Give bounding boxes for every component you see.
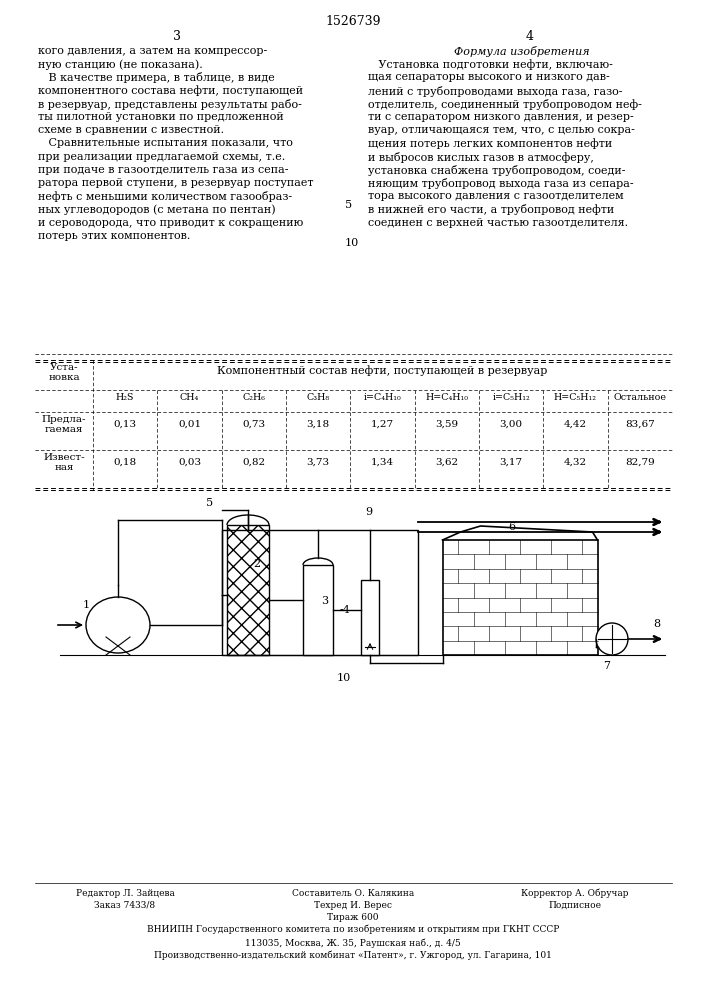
- Text: 0,01: 0,01: [178, 420, 201, 429]
- Text: Извест-
ная: Извест- ная: [43, 453, 85, 472]
- Text: 3: 3: [321, 596, 328, 606]
- Text: 9: 9: [365, 507, 372, 517]
- Text: Заказ 7433/8: Заказ 7433/8: [95, 901, 156, 910]
- Text: соединен с верхней частью газоотделителя.: соединен с верхней частью газоотделителя…: [368, 218, 628, 228]
- Text: C₃H₈: C₃H₈: [307, 393, 329, 402]
- Text: ти с сепаратором низкого давления, и резер-: ти с сепаратором низкого давления, и рез…: [368, 112, 633, 122]
- Text: Техред И. Верес: Техред И. Верес: [314, 901, 392, 910]
- Text: Предла-
гаемая: Предла- гаемая: [42, 415, 86, 434]
- Text: компонентного состава нефти, поступающей: компонентного состава нефти, поступающей: [38, 86, 303, 96]
- Text: щения потерь легких компонентов нефти: щения потерь легких компонентов нефти: [368, 138, 612, 149]
- Text: 3,73: 3,73: [307, 458, 329, 467]
- Text: 3,62: 3,62: [436, 458, 458, 467]
- Text: 0,82: 0,82: [243, 458, 265, 467]
- Text: и сероводорода, что приводит к сокращению: и сероводорода, что приводит к сокращени…: [38, 218, 303, 228]
- Text: установка снабжена трубопроводом, соеди-: установка снабжена трубопроводом, соеди-: [368, 165, 626, 176]
- Text: ных углеводородов (с метана по пентан): ных углеводородов (с метана по пентан): [38, 204, 276, 215]
- Text: в резервуар, представлены результаты рабо-: в резервуар, представлены результаты раб…: [38, 99, 302, 110]
- Text: 83,67: 83,67: [625, 420, 655, 429]
- Text: вуар, отличающаяся тем, что, с целью сокра-: вуар, отличающаяся тем, что, с целью сок…: [368, 125, 635, 135]
- Text: лений с трубопроводами выхода газа, газо-: лений с трубопроводами выхода газа, газо…: [368, 86, 622, 97]
- Text: Составитель О. Калякина: Составитель О. Калякина: [292, 889, 414, 898]
- Text: H=C₅H₁₂: H=C₅H₁₂: [554, 393, 597, 402]
- Text: 7: 7: [604, 661, 611, 671]
- Text: няющим трубопровод выхода газа из сепара-: няющим трубопровод выхода газа из сепара…: [368, 178, 633, 189]
- Text: 0,73: 0,73: [243, 420, 265, 429]
- Text: в нижней его части, а трубопровод нефти: в нижней его части, а трубопровод нефти: [368, 204, 614, 215]
- Text: ВНИИПН Государственного комитета по изобретениям и открытиям при ГКНТ СССР: ВНИИПН Государственного комитета по изоб…: [147, 925, 559, 934]
- Text: 6: 6: [508, 522, 515, 532]
- Text: 0,13: 0,13: [114, 420, 136, 429]
- Text: 3,59: 3,59: [436, 420, 458, 429]
- Text: Корректор А. Обручар: Корректор А. Обручар: [521, 889, 629, 898]
- Bar: [227, 525, 269, 655]
- Text: ратора первой ступени, в резервуар поступает: ратора первой ступени, в резервуар посту…: [38, 178, 313, 188]
- Text: ную станцию (не показана).: ную станцию (не показана).: [38, 59, 203, 70]
- Text: отделитель, соединенный трубопроводом неф-: отделитель, соединенный трубопроводом не…: [368, 99, 642, 110]
- Bar: [361, 580, 379, 655]
- Text: 3,17: 3,17: [500, 458, 522, 467]
- Text: CH₄: CH₄: [180, 393, 199, 402]
- Text: 1: 1: [83, 600, 90, 610]
- Text: Редактор Л. Зайцева: Редактор Л. Зайцева: [76, 889, 175, 898]
- Text: H=C₄H₁₀: H=C₄H₁₀: [426, 393, 468, 402]
- Bar: [443, 540, 597, 655]
- Text: 3,18: 3,18: [307, 420, 329, 429]
- Text: 0,03: 0,03: [178, 458, 201, 467]
- Text: ты пилотной установки по предложенной: ты пилотной установки по предложенной: [38, 112, 284, 122]
- Text: 10: 10: [337, 673, 351, 683]
- Bar: [222, 530, 418, 655]
- Text: схеме в сравнении с известной.: схеме в сравнении с известной.: [38, 125, 224, 135]
- Text: 5: 5: [206, 498, 213, 508]
- Text: 3,00: 3,00: [500, 420, 522, 429]
- Text: потерь этих компонентов.: потерь этих компонентов.: [38, 231, 190, 241]
- Bar: [303, 565, 333, 655]
- Text: при подаче в газоотделитель газа из сепа-: при подаче в газоотделитель газа из сепа…: [38, 165, 288, 175]
- Text: Тираж 600: Тираж 600: [327, 913, 379, 922]
- Text: 8: 8: [653, 619, 660, 629]
- Circle shape: [596, 623, 628, 655]
- Text: 4,32: 4,32: [564, 458, 587, 467]
- Text: Установка подготовки нефти, включаю-: Установка подготовки нефти, включаю-: [368, 59, 613, 70]
- Text: и выбросов кислых газов в атмосферу,: и выбросов кислых газов в атмосферу,: [368, 152, 594, 163]
- Text: H₂S: H₂S: [116, 393, 134, 402]
- Text: Компонентный состав нефти, поступающей в резервуар: Компонентный состав нефти, поступающей в…: [217, 365, 548, 376]
- Bar: [227, 525, 269, 655]
- Text: 2: 2: [253, 559, 260, 569]
- Text: Формула изобретения: Формула изобретения: [454, 46, 590, 57]
- Text: тора высокого давления с газоотделителем: тора высокого давления с газоотделителем: [368, 191, 624, 201]
- Text: нефть с меньшими количеством газообраз-: нефть с меньшими количеством газообраз-: [38, 191, 292, 202]
- Text: Подписное: Подписное: [549, 901, 602, 910]
- Text: 3: 3: [173, 30, 181, 43]
- Text: C₂H₆: C₂H₆: [243, 393, 265, 402]
- Text: 4,42: 4,42: [564, 420, 587, 429]
- Ellipse shape: [86, 597, 150, 653]
- Text: В качестве примера, в таблице, в виде: В качестве примера, в таблице, в виде: [38, 72, 275, 83]
- Text: при реализации предлагаемой схемы, т.е.: при реализации предлагаемой схемы, т.е.: [38, 152, 285, 162]
- Text: 1,34: 1,34: [371, 458, 394, 467]
- Text: -4: -4: [340, 605, 351, 615]
- Text: Сравнительные испытания показали, что: Сравнительные испытания показали, что: [38, 138, 293, 148]
- Text: 5: 5: [345, 200, 352, 210]
- Text: щая сепараторы высокого и низкого дав-: щая сепараторы высокого и низкого дав-: [368, 72, 609, 82]
- Text: 1526739: 1526739: [325, 15, 381, 28]
- Text: 1,27: 1,27: [371, 420, 394, 429]
- Text: 113035, Москва, Ж. 35, Раушская наб., д. 4/5: 113035, Москва, Ж. 35, Раушская наб., д.…: [245, 938, 461, 948]
- Text: Уста-
новка: Уста- новка: [48, 363, 80, 382]
- Text: 10: 10: [345, 238, 359, 248]
- Text: i=C₅H₁₂: i=C₅H₁₂: [492, 393, 530, 402]
- Text: 4: 4: [526, 30, 534, 43]
- Text: кого давления, а затем на компрессор-: кого давления, а затем на компрессор-: [38, 46, 267, 56]
- Text: i=C₄H₁₀: i=C₄H₁₀: [363, 393, 402, 402]
- Text: Производственно-издательский комбинат «Патент», г. Ужгород, ул. Гагарина, 101: Производственно-издательский комбинат «П…: [154, 951, 552, 960]
- Text: Остальное: Остальное: [614, 393, 666, 402]
- Text: 0,18: 0,18: [114, 458, 136, 467]
- Text: 82,79: 82,79: [625, 458, 655, 467]
